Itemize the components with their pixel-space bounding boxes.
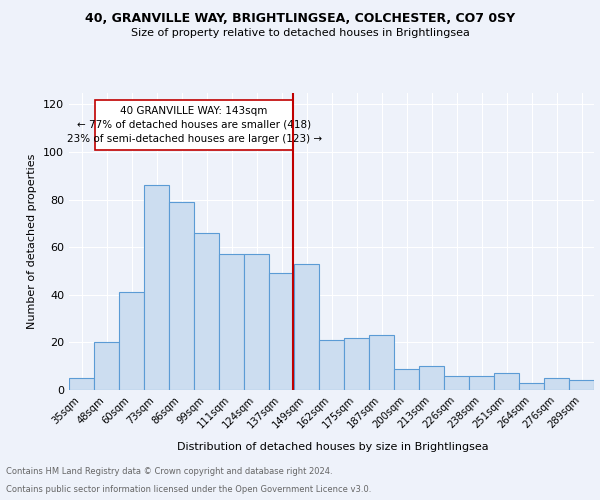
Bar — [469, 376, 494, 390]
Bar — [69, 378, 94, 390]
Bar — [294, 264, 319, 390]
Bar — [544, 378, 569, 390]
Text: Size of property relative to detached houses in Brightlingsea: Size of property relative to detached ho… — [131, 28, 469, 38]
Bar — [444, 376, 469, 390]
Text: 40, GRANVILLE WAY, BRIGHTLINGSEA, COLCHESTER, CO7 0SY: 40, GRANVILLE WAY, BRIGHTLINGSEA, COLCHE… — [85, 12, 515, 26]
Bar — [219, 254, 244, 390]
Bar — [269, 274, 294, 390]
Bar — [194, 233, 219, 390]
Bar — [344, 338, 369, 390]
Text: Distribution of detached houses by size in Brightlingsea: Distribution of detached houses by size … — [177, 442, 489, 452]
Bar — [319, 340, 344, 390]
Text: 40 GRANVILLE WAY: 143sqm
← 77% of detached houses are smaller (418)
23% of semi-: 40 GRANVILLE WAY: 143sqm ← 77% of detach… — [67, 106, 322, 144]
Bar — [569, 380, 594, 390]
FancyBboxPatch shape — [95, 100, 293, 150]
Bar — [394, 368, 419, 390]
Y-axis label: Number of detached properties: Number of detached properties — [28, 154, 37, 329]
Bar — [519, 383, 544, 390]
Text: Contains public sector information licensed under the Open Government Licence v3: Contains public sector information licen… — [6, 485, 371, 494]
Bar — [119, 292, 144, 390]
Text: Contains HM Land Registry data © Crown copyright and database right 2024.: Contains HM Land Registry data © Crown c… — [6, 467, 332, 476]
Bar — [169, 202, 194, 390]
Bar — [144, 186, 169, 390]
Bar — [494, 374, 519, 390]
Bar — [369, 336, 394, 390]
Bar — [419, 366, 444, 390]
Bar — [244, 254, 269, 390]
Bar — [94, 342, 119, 390]
